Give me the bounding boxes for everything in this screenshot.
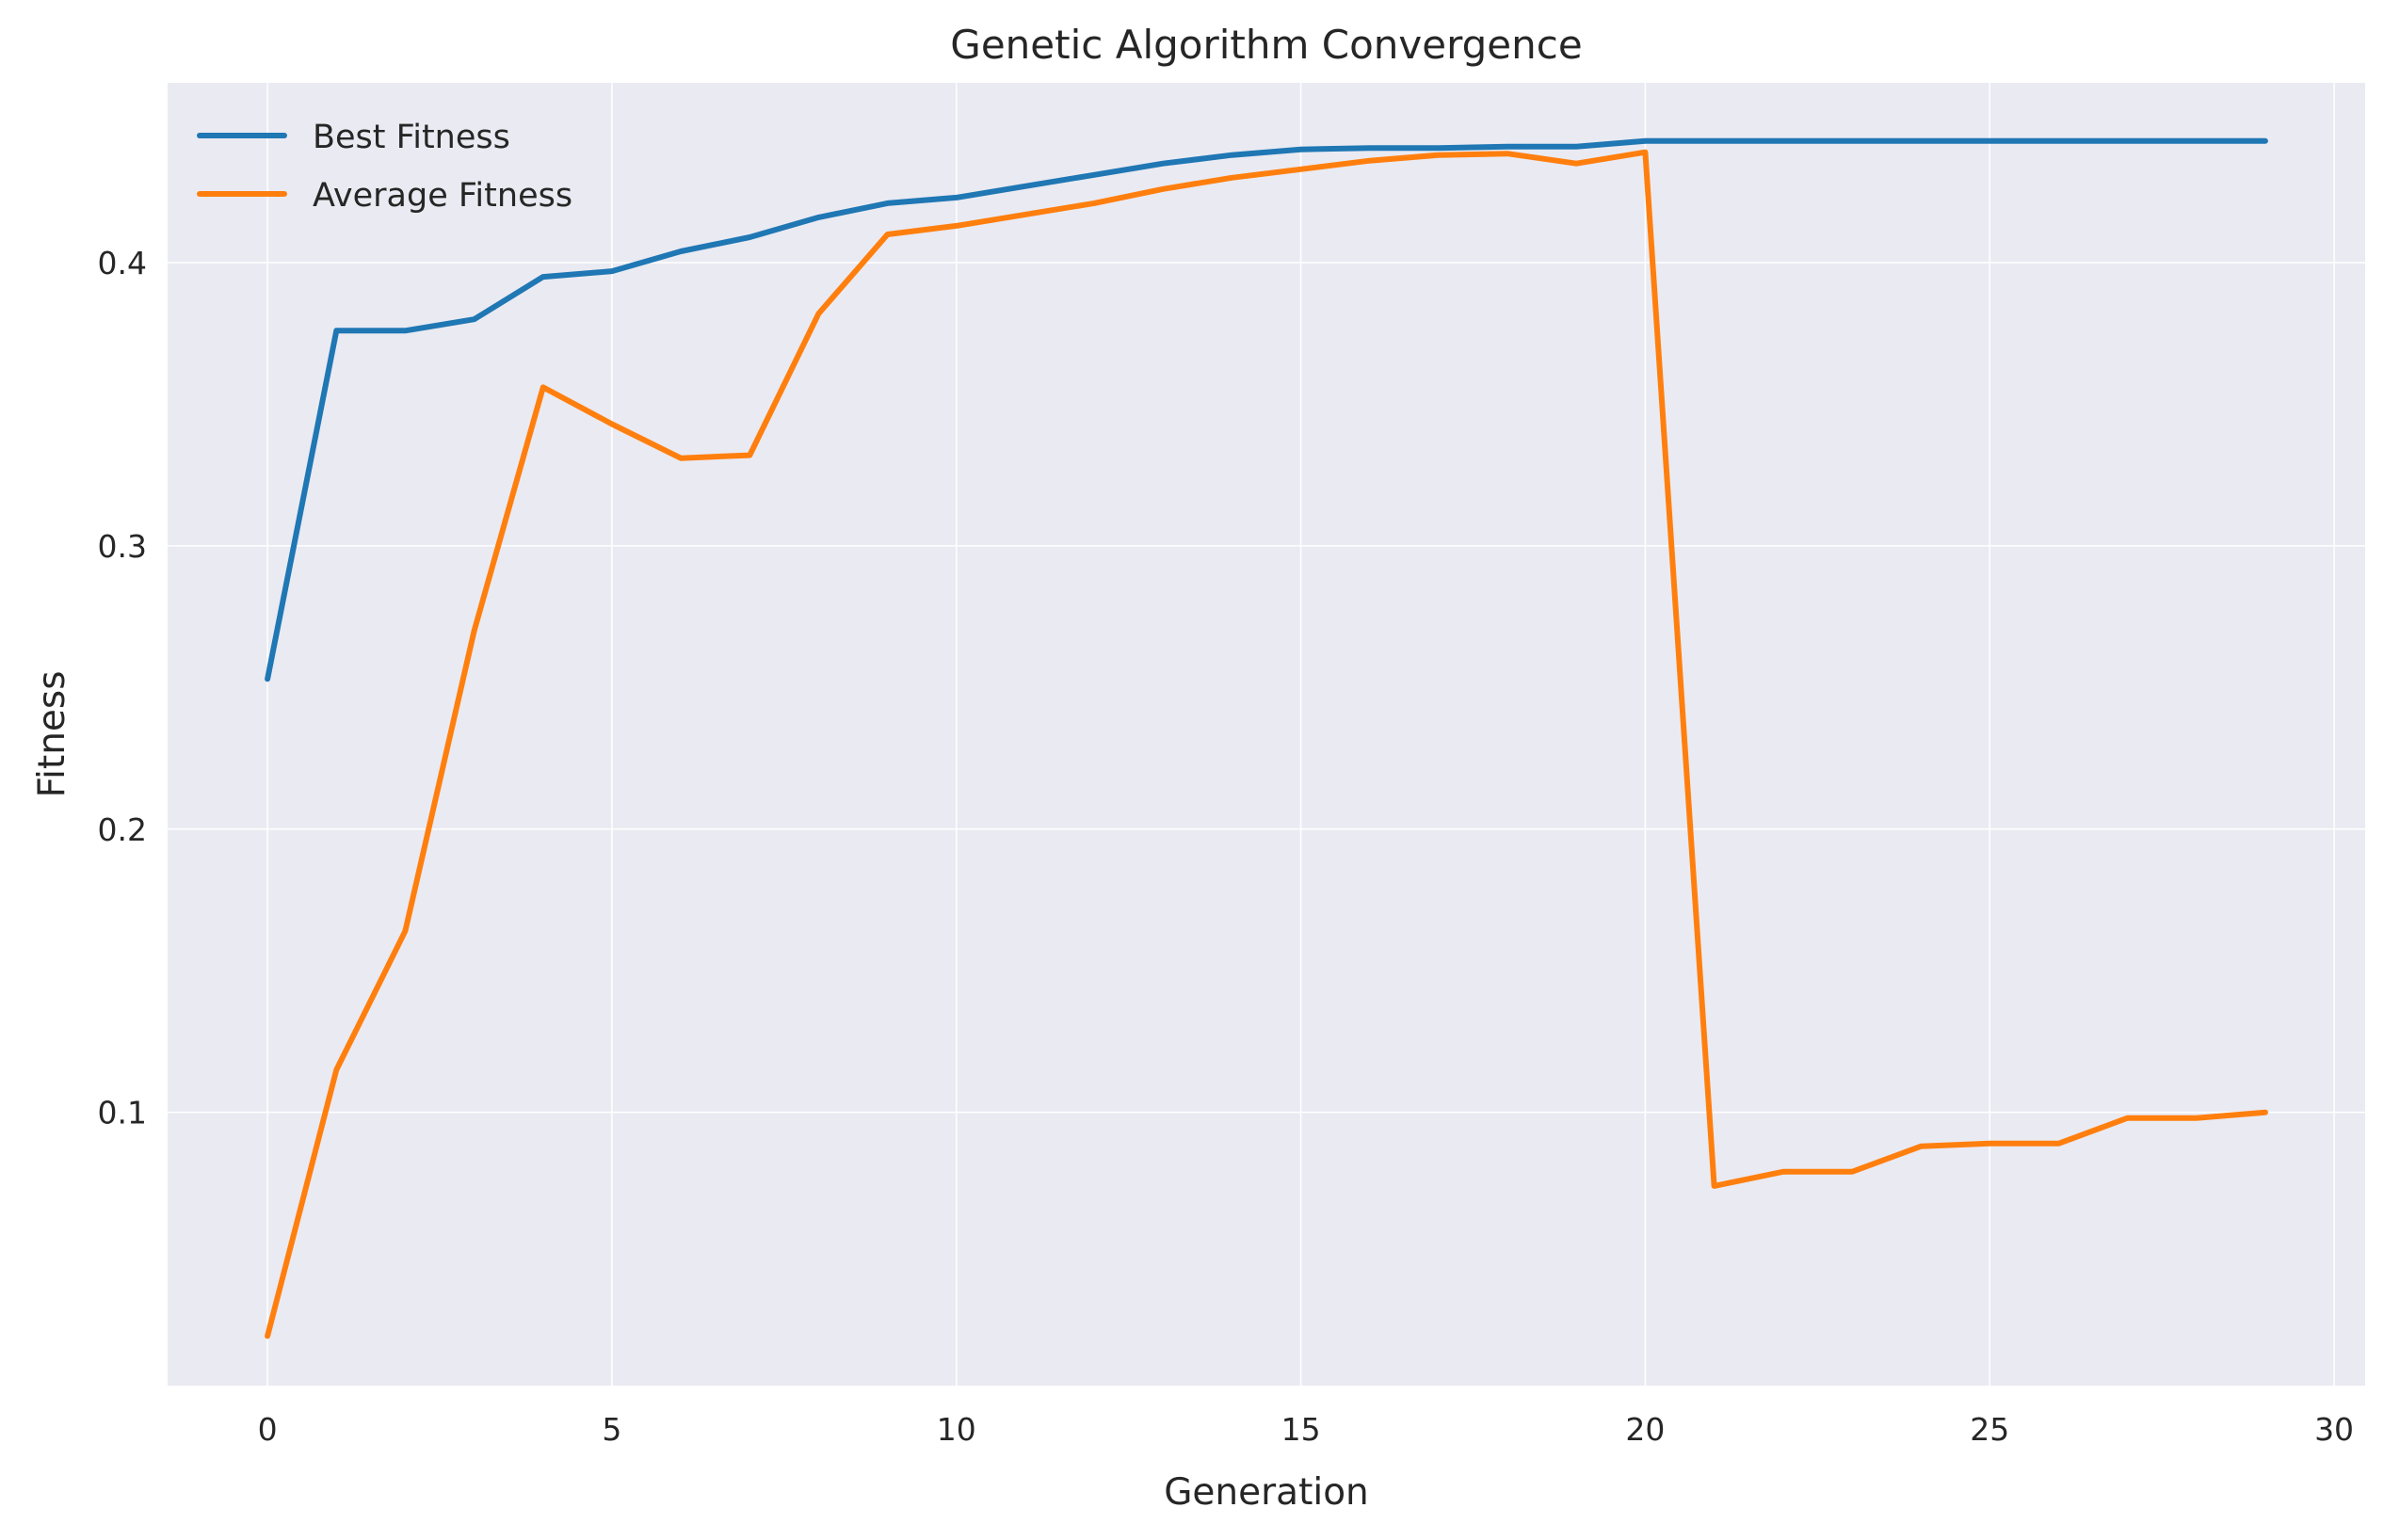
y-tick-label: 0.1	[98, 1095, 147, 1131]
series-line-best-fitness	[265, 137, 2268, 682]
legend-label-average-fitness: Average Fitness	[313, 177, 572, 215]
y-tick-labels: 0.1 0.2 0.3 0.4	[98, 245, 147, 1131]
x-tick-label: 15	[1281, 1411, 1321, 1448]
legend: Best Fitness Average Fitness	[197, 119, 572, 215]
y-tick-label: 0.2	[98, 811, 147, 848]
x-tick-label: 20	[1625, 1411, 1665, 1448]
x-tick-label: 25	[1970, 1411, 2009, 1448]
x-tick-labels: 0 5 10 15 20 25 30	[258, 1411, 2354, 1448]
series-line-average-fitness	[265, 149, 2268, 1339]
legend-label-best-fitness: Best Fitness	[313, 119, 510, 156]
x-axis-label: Generation	[1164, 1471, 1369, 1514]
x-tick-label: 10	[937, 1411, 976, 1448]
chart-title: Genetic Algorithm Convergence	[950, 22, 1582, 68]
series-lines	[265, 137, 2268, 1339]
grid	[168, 83, 2365, 1386]
x-tick-label: 5	[602, 1411, 621, 1448]
y-tick-label: 0.3	[98, 528, 147, 565]
plot-background	[168, 83, 2365, 1386]
x-tick-label: 0	[258, 1411, 278, 1448]
y-axis-label: Fitness	[31, 670, 73, 797]
y-tick-label: 0.4	[98, 245, 147, 281]
x-tick-label: 30	[2314, 1411, 2354, 1448]
